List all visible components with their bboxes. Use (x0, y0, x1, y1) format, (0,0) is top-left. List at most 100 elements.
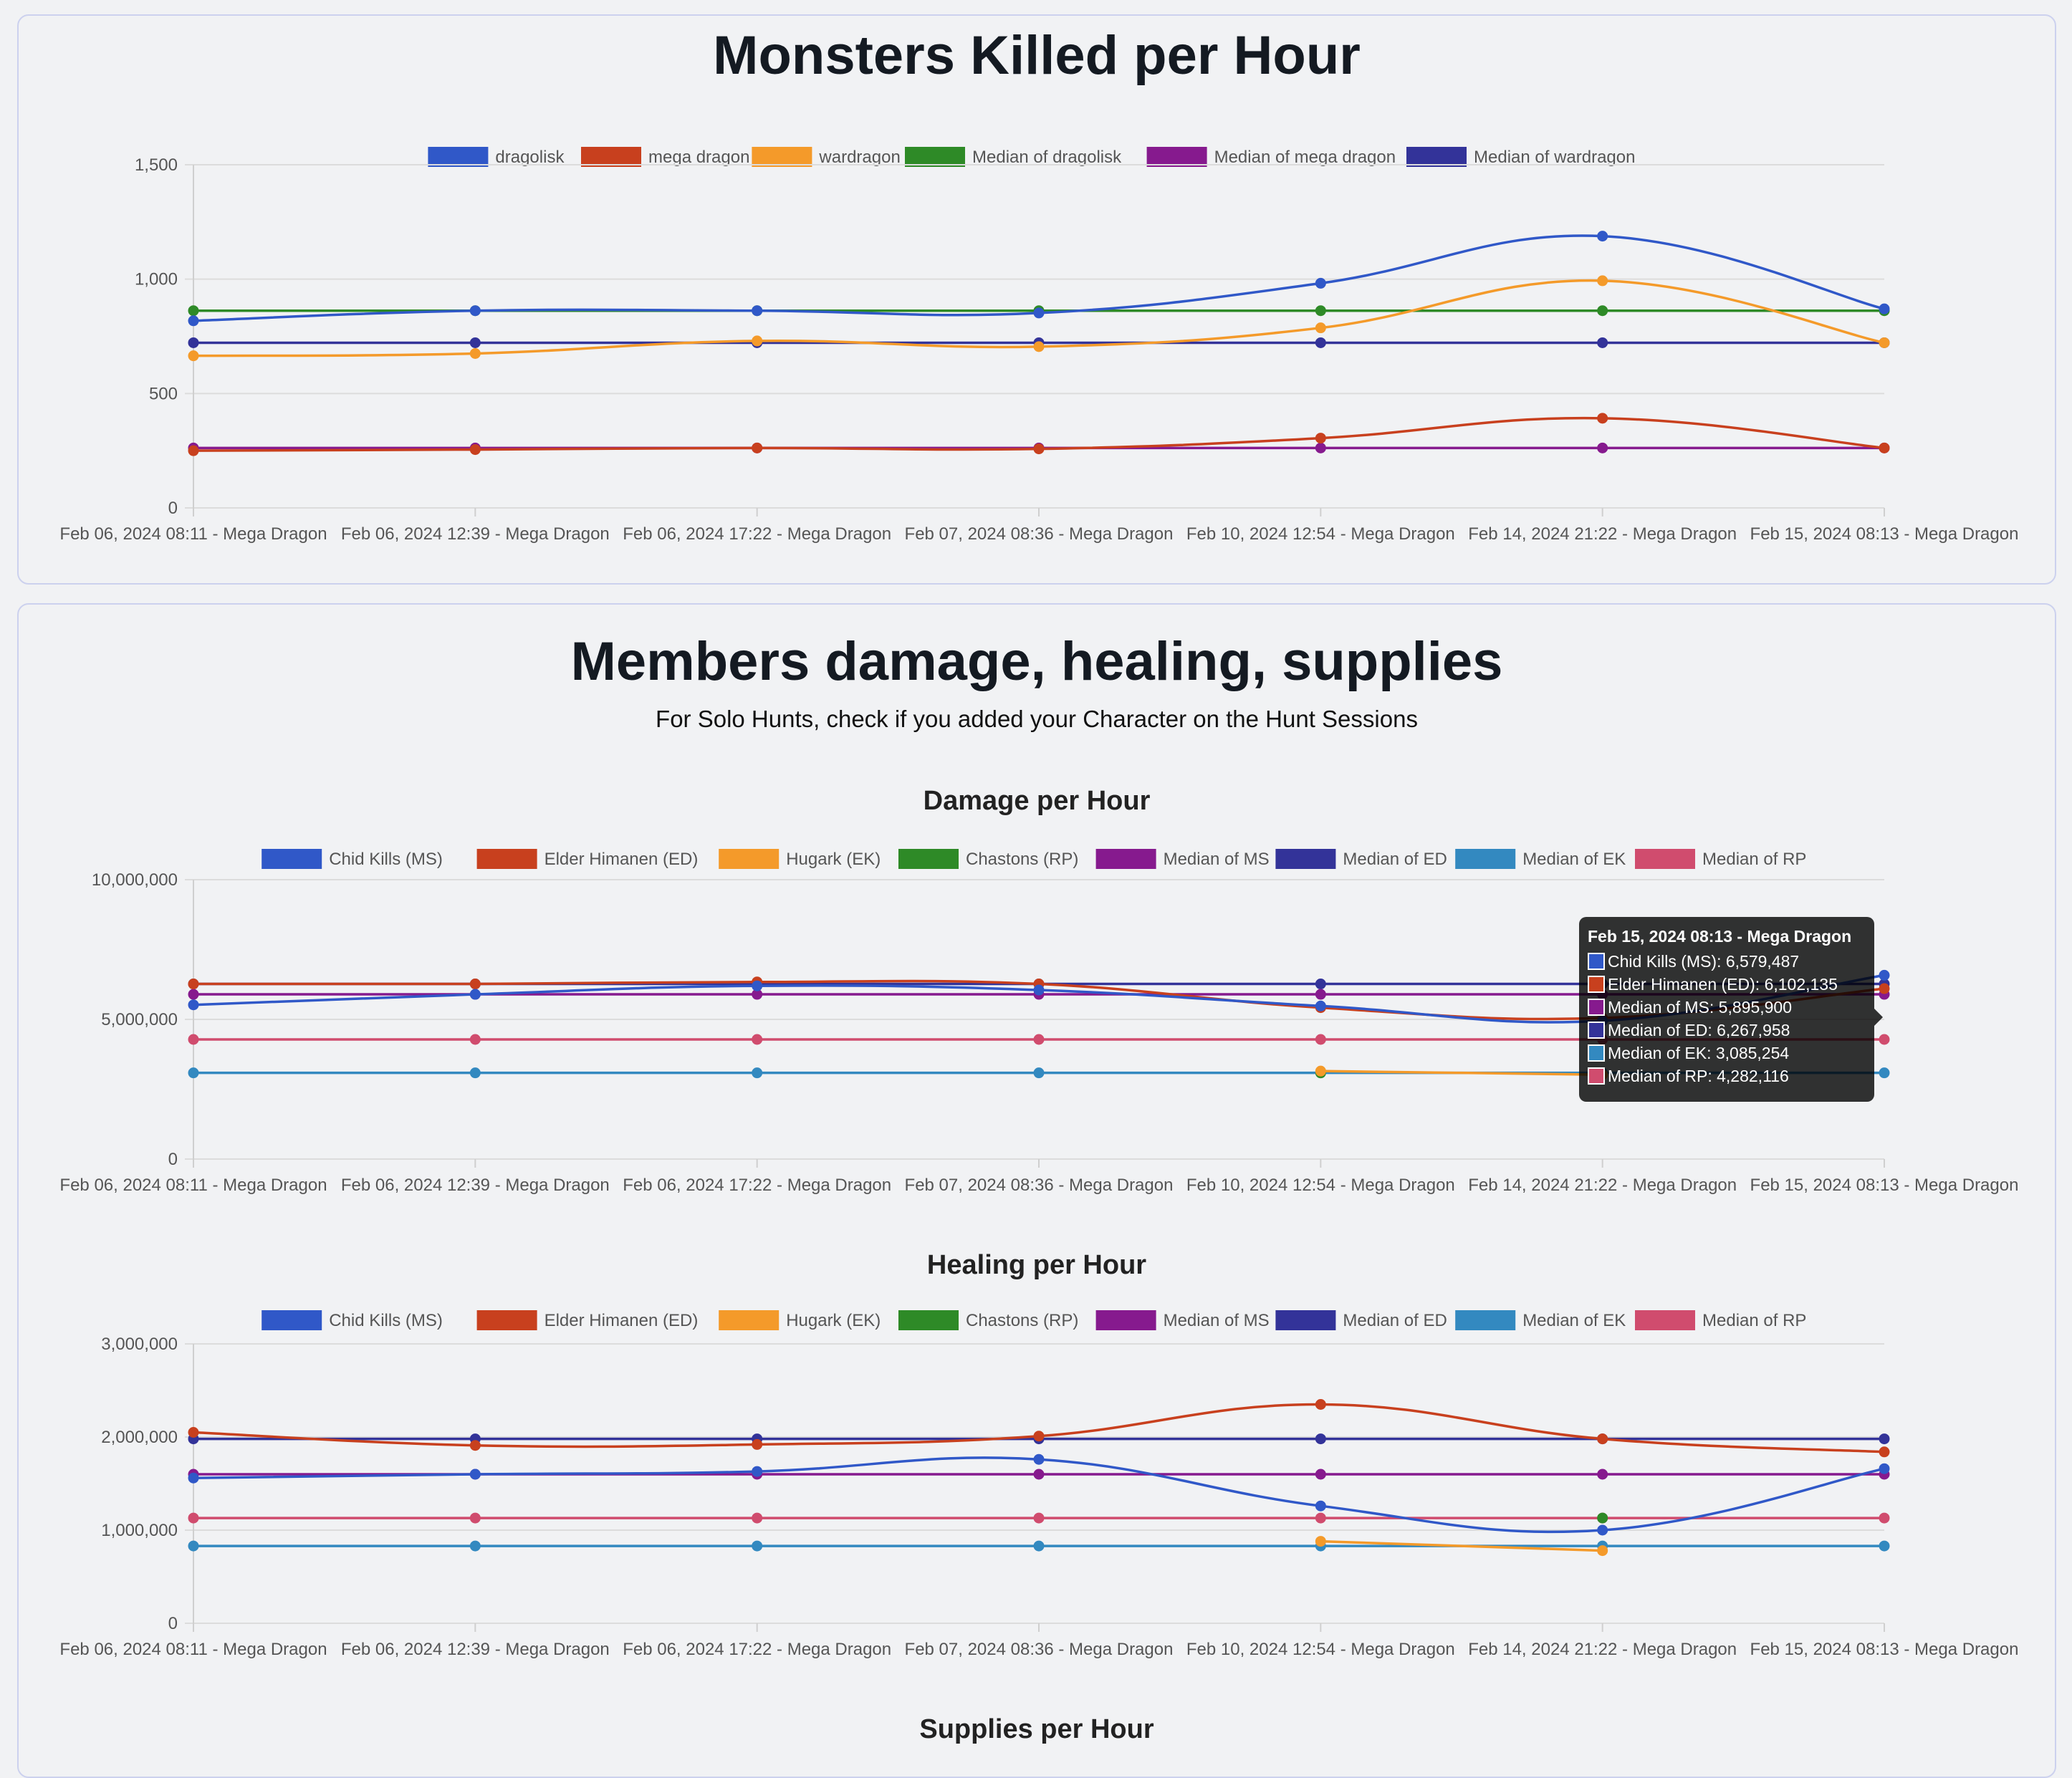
data-point[interactable] (469, 347, 481, 359)
data-point[interactable] (188, 999, 199, 1011)
data-point[interactable] (1597, 275, 1608, 287)
data-point[interactable] (752, 442, 763, 453)
legend-item[interactable]: Median of RP (1635, 849, 1806, 869)
data-point[interactable] (1315, 305, 1326, 317)
legend-item[interactable]: Median of wardragon (1406, 147, 1635, 167)
data-point[interactable] (752, 335, 763, 347)
data-point[interactable] (752, 1466, 763, 1477)
data-point[interactable] (1879, 1067, 1890, 1079)
data-point[interactable] (1597, 337, 1608, 348)
legend-item[interactable]: Hugark (EK) (719, 1310, 881, 1330)
legend-item[interactable]: Median of RP (1635, 1310, 1806, 1330)
legend-item[interactable]: Median of dragolisk (905, 147, 1122, 167)
data-point[interactable] (188, 337, 199, 348)
healing-chart[interactable]: Chid Kills (MS) Elder Himanen (ED) Hugark … (19, 1298, 2058, 1671)
legend-item[interactable]: Chastons (RP) (898, 1310, 1078, 1330)
data-point[interactable] (1315, 277, 1326, 289)
data-point[interactable] (1879, 1433, 1890, 1445)
legend-item[interactable]: Median of EK (1455, 1310, 1626, 1330)
data-point[interactable] (469, 1512, 481, 1524)
legend-item[interactable]: Median of mega dragon (1146, 147, 1396, 167)
data-point[interactable] (1315, 1433, 1326, 1445)
data-point[interactable] (469, 1540, 481, 1552)
data-point[interactable] (1033, 984, 1045, 996)
data-point[interactable] (1879, 442, 1890, 453)
legend-item[interactable]: dragolisk (428, 147, 565, 167)
data-point[interactable] (1597, 413, 1608, 424)
data-point[interactable] (469, 305, 481, 317)
data-point[interactable] (1879, 969, 1890, 981)
legend-item[interactable]: mega dragon (581, 147, 749, 167)
data-point[interactable] (1597, 1512, 1608, 1524)
data-point[interactable] (469, 1440, 481, 1451)
data-point[interactable] (469, 1469, 481, 1480)
data-point[interactable] (1315, 1500, 1326, 1512)
data-point[interactable] (752, 1512, 763, 1524)
data-point[interactable] (469, 989, 481, 1000)
data-point[interactable] (1879, 303, 1890, 314)
data-point[interactable] (1315, 1536, 1326, 1547)
data-point[interactable] (1033, 341, 1045, 352)
data-point[interactable] (1033, 1540, 1045, 1552)
data-point[interactable] (188, 350, 199, 362)
data-point[interactable] (1597, 305, 1608, 317)
data-point[interactable] (1033, 443, 1045, 455)
data-point[interactable] (1597, 1433, 1608, 1445)
data-point[interactable] (469, 444, 481, 456)
data-point[interactable] (1879, 1034, 1890, 1045)
legend-item[interactable]: Chastons (RP) (898, 849, 1078, 869)
data-point[interactable] (1315, 442, 1326, 453)
data-point[interactable] (1879, 1512, 1890, 1524)
monsters-chart[interactable]: dragolisk mega dragon wardragon Median of d… (19, 116, 2058, 575)
legend-item[interactable]: Median of ED (1275, 849, 1447, 869)
data-point[interactable] (1879, 1540, 1890, 1552)
data-point[interactable] (1597, 1545, 1608, 1557)
data-point[interactable] (469, 1067, 481, 1079)
data-point[interactable] (188, 1067, 199, 1079)
data-point[interactable] (188, 1512, 199, 1524)
legend-item[interactable]: Median of EK (1455, 849, 1626, 869)
data-point[interactable] (188, 305, 199, 317)
data-point[interactable] (188, 1427, 199, 1438)
data-point[interactable] (1879, 1463, 1890, 1474)
data-point[interactable] (1315, 1034, 1326, 1045)
data-point[interactable] (1315, 433, 1326, 444)
legend-item[interactable]: Median of MS (1095, 849, 1270, 869)
data-point[interactable] (188, 1540, 199, 1552)
data-point[interactable] (1033, 1034, 1045, 1045)
legend-item[interactable]: Elder Himanen (ED) (476, 849, 699, 869)
data-point[interactable] (1315, 1512, 1326, 1524)
data-point[interactable] (1033, 1469, 1045, 1480)
data-point[interactable] (188, 315, 199, 327)
legend-item[interactable]: Hugark (EK) (719, 849, 881, 869)
legend-item[interactable]: Elder Himanen (ED) (476, 1310, 699, 1330)
data-point[interactable] (469, 1034, 481, 1045)
data-point[interactable] (752, 980, 763, 991)
data-point[interactable] (1597, 1469, 1608, 1480)
data-point[interactable] (1597, 442, 1608, 453)
data-point[interactable] (1597, 231, 1608, 242)
legend-item[interactable]: Chid Kills (MS) (262, 849, 443, 869)
data-point[interactable] (1879, 337, 1890, 348)
data-point[interactable] (188, 989, 199, 1000)
data-point[interactable] (1315, 322, 1326, 334)
data-point[interactable] (188, 979, 199, 990)
data-point[interactable] (1315, 979, 1326, 990)
data-point[interactable] (752, 1034, 763, 1045)
data-point[interactable] (1315, 1065, 1326, 1077)
legend-item[interactable]: Median of ED (1275, 1310, 1447, 1330)
data-point[interactable] (1033, 1431, 1045, 1442)
data-point[interactable] (752, 1540, 763, 1552)
data-point[interactable] (752, 1067, 763, 1079)
data-point[interactable] (1033, 1453, 1045, 1465)
legend-item[interactable]: Chid Kills (MS) (262, 1310, 443, 1330)
data-point[interactable] (1315, 989, 1326, 1000)
data-point[interactable] (469, 979, 481, 990)
data-point[interactable] (1315, 1399, 1326, 1410)
data-point[interactable] (1597, 1524, 1608, 1536)
data-point[interactable] (188, 1472, 199, 1484)
data-point[interactable] (469, 337, 481, 348)
legend-item[interactable]: wardragon (752, 147, 901, 167)
data-point[interactable] (1033, 1067, 1045, 1079)
data-point[interactable] (1033, 307, 1045, 319)
